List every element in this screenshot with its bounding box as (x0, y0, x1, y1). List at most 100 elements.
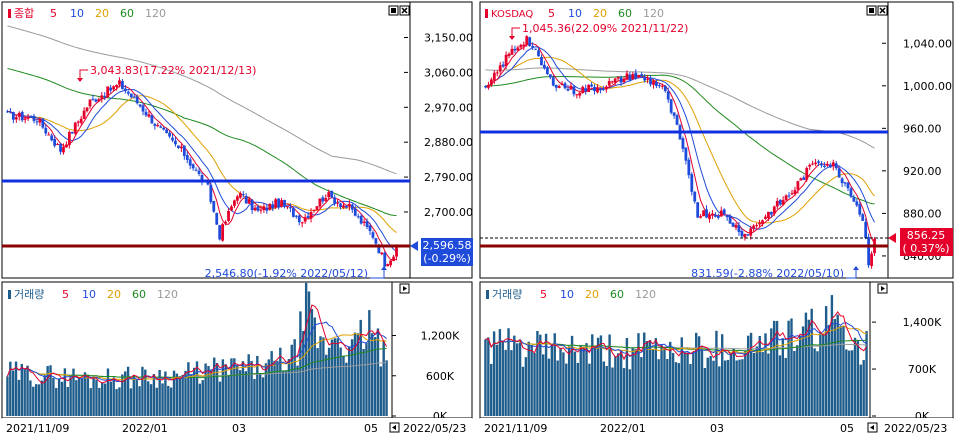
volume-bar[interactable] (680, 337, 683, 416)
candle[interactable] (681, 136, 685, 153)
volume-bar[interactable] (181, 375, 184, 416)
volume-bar[interactable] (833, 319, 836, 416)
volume-bar[interactable] (565, 363, 568, 416)
volume-bar[interactable] (530, 344, 533, 416)
volume-bar[interactable] (155, 387, 158, 416)
volume-bar[interactable] (819, 332, 822, 416)
volume-bar[interactable] (810, 308, 813, 416)
volume-bar[interactable] (322, 337, 325, 416)
candle[interactable] (191, 163, 195, 171)
volume-bar[interactable] (492, 331, 496, 416)
volume-bar[interactable] (671, 352, 675, 416)
candle[interactable] (315, 205, 319, 211)
volume-bar[interactable] (368, 310, 371, 416)
volume-bar[interactable] (55, 388, 58, 416)
candle[interactable] (50, 133, 54, 142)
candle[interactable] (823, 161, 826, 169)
candle[interactable] (212, 200, 216, 213)
candle[interactable] (109, 84, 113, 93)
candle[interactable] (188, 157, 192, 170)
volume-bar[interactable] (567, 346, 571, 416)
volume-bar[interactable] (52, 377, 55, 416)
volume-bar[interactable] (350, 339, 354, 416)
volume-bar[interactable] (167, 385, 170, 416)
candle[interactable] (306, 211, 310, 219)
volume-bar[interactable] (376, 328, 380, 416)
candle[interactable] (271, 200, 275, 212)
volume-bar[interactable] (210, 370, 213, 416)
candle[interactable] (551, 75, 555, 87)
candle[interactable] (531, 42, 535, 51)
candle[interactable] (513, 45, 517, 54)
volume-bar[interactable] (593, 348, 597, 416)
candle[interactable] (746, 233, 750, 236)
candle[interactable] (383, 251, 387, 267)
volume-bar[interactable] (599, 335, 603, 416)
candle[interactable] (14, 115, 18, 123)
candle[interactable] (543, 60, 546, 70)
candle[interactable] (852, 194, 856, 203)
volume-bar[interactable] (845, 349, 848, 416)
volume-bar[interactable] (772, 320, 776, 416)
volume-bar[interactable] (247, 354, 250, 416)
candle[interactable] (88, 99, 92, 110)
volume-bar[interactable] (706, 357, 709, 416)
volume-bar[interactable] (281, 370, 285, 416)
volume-bar[interactable] (201, 380, 204, 416)
volume-bar[interactable] (327, 347, 331, 416)
volume-bar[interactable] (63, 368, 67, 416)
candle[interactable] (350, 203, 354, 213)
candle[interactable] (501, 61, 505, 68)
volume-bar[interactable] (267, 359, 271, 416)
volume-bar[interactable] (686, 352, 689, 416)
volume-bar[interactable] (273, 360, 276, 416)
candle[interactable] (144, 108, 148, 117)
volume-bar[interactable] (304, 282, 308, 416)
volume-bar[interactable] (32, 386, 35, 416)
volume-bar[interactable] (582, 347, 585, 416)
volume-bar[interactable] (813, 348, 816, 416)
volume-bar[interactable] (518, 342, 522, 416)
volume-bar[interactable] (264, 363, 268, 416)
volume-bar[interactable] (138, 386, 141, 416)
volume-bar[interactable] (547, 358, 551, 416)
candle[interactable] (47, 131, 51, 136)
candle[interactable] (65, 141, 68, 148)
candle[interactable] (209, 182, 213, 205)
volume-bar[interactable] (801, 326, 805, 416)
candle[interactable] (283, 199, 286, 209)
volume-bar[interactable] (187, 362, 190, 416)
volume-bar[interactable] (752, 352, 756, 416)
candle[interactable] (778, 199, 782, 206)
volume-bar[interactable] (732, 348, 735, 416)
candle[interactable] (330, 190, 334, 199)
volume-bar[interactable] (588, 363, 591, 416)
volume-bar[interactable] (172, 370, 176, 416)
candle[interactable] (761, 219, 764, 227)
candle[interactable] (56, 142, 59, 146)
candle[interactable] (696, 202, 700, 219)
volume-bar[interactable] (60, 381, 64, 416)
volume-bar[interactable] (562, 352, 565, 416)
candle[interactable] (487, 81, 490, 90)
volume-bar[interactable] (631, 348, 634, 416)
volume-bar[interactable] (34, 384, 38, 416)
candle[interactable] (6, 109, 9, 113)
volume-bar[interactable] (382, 341, 385, 416)
volume-bar[interactable] (729, 353, 733, 416)
candle[interactable] (291, 207, 295, 218)
candle[interactable] (303, 213, 307, 225)
candle[interactable] (584, 84, 588, 95)
candle[interactable] (831, 159, 835, 171)
volume-bar[interactable] (198, 383, 202, 416)
volume-bar[interactable] (539, 334, 542, 416)
volume-bar[interactable] (72, 368, 75, 416)
volume-bar[interactable] (192, 367, 196, 416)
candle[interactable] (814, 158, 817, 167)
volume-bar[interactable] (359, 319, 362, 416)
candle[interactable] (772, 205, 776, 216)
volume-bar[interactable] (553, 333, 556, 416)
candle[interactable] (596, 84, 599, 94)
volume-bar[interactable] (764, 333, 767, 416)
candle[interactable] (758, 219, 761, 227)
